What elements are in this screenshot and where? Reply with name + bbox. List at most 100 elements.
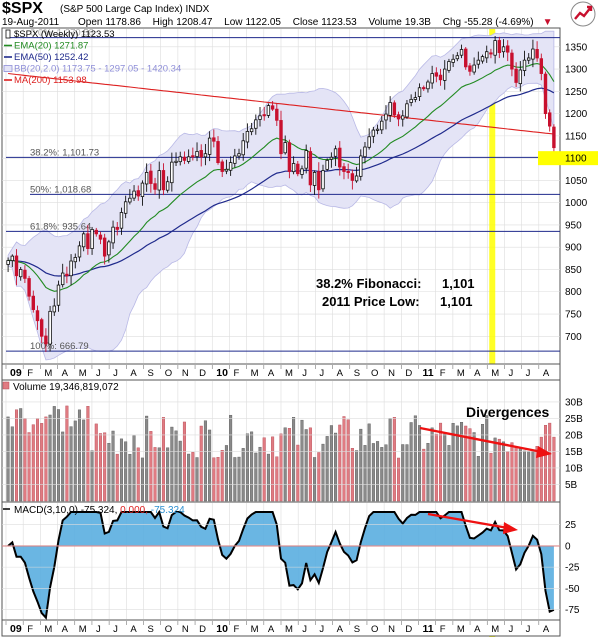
volume-bar — [535, 446, 539, 502]
volume-bar — [128, 453, 132, 502]
volume-bar — [455, 425, 459, 502]
candle-body — [380, 120, 384, 131]
candle-body — [98, 234, 103, 240]
volume-bar — [124, 441, 128, 502]
month-label: F — [440, 624, 446, 635]
month-axis-top: 09 F M A M J J A S O N D 10 F M A M J J A S O N D 11 F M A M J J A — [5, 365, 550, 379]
volume-bar — [283, 427, 287, 502]
candle-body — [132, 190, 136, 199]
candle-body — [115, 226, 119, 230]
candle-body — [535, 49, 539, 59]
candle-body — [27, 278, 31, 297]
month-label: M — [79, 624, 87, 635]
candle-body — [363, 146, 367, 158]
volume-tick-label: 20B — [565, 430, 583, 441]
month-label: A — [474, 368, 481, 379]
volume-bar — [380, 447, 384, 502]
volume-bar — [329, 425, 333, 502]
candle-body — [464, 48, 468, 68]
ema50-line — [8, 87, 555, 277]
stockcharts-logo-icon — [570, 1, 596, 27]
month-label: F — [233, 624, 239, 635]
volume-bar — [241, 448, 245, 502]
candle-body — [485, 51, 489, 59]
volume-bar — [229, 414, 233, 502]
volume-bar — [531, 450, 535, 502]
macd-tick-label: -25 — [565, 563, 580, 574]
volume-bar — [115, 453, 119, 502]
price-tick-label: 1000 — [565, 198, 588, 209]
candle-body — [455, 55, 460, 60]
candle-body — [342, 166, 346, 172]
month-label: D — [199, 368, 206, 379]
month-label: J — [508, 368, 513, 379]
legend-entry: EMA(20) 1271.87 — [14, 41, 88, 52]
volume-bar — [527, 451, 531, 502]
price-tick-label: 900 — [565, 243, 582, 254]
volume-bar — [233, 457, 237, 502]
candle-body — [14, 255, 19, 277]
volume-bar — [321, 443, 325, 502]
volume-bar — [199, 425, 203, 502]
candle-body — [543, 73, 548, 115]
month-label: S — [148, 368, 154, 379]
volume-bars — [6, 405, 556, 502]
annotation-fib-value: 1,101 — [442, 276, 475, 291]
volume-bar — [19, 408, 23, 502]
candle-body — [207, 137, 212, 155]
candle-body — [178, 156, 182, 163]
month-label: J — [526, 624, 531, 635]
macd-tick-label: -50 — [565, 584, 580, 595]
candle-body — [392, 102, 397, 116]
volume-bar — [262, 437, 266, 502]
month-label: A — [337, 624, 344, 635]
volume-bar — [392, 417, 396, 502]
candle-body — [165, 181, 170, 191]
volume-bar — [216, 457, 220, 502]
candle-body — [401, 115, 405, 120]
volume-bar — [422, 448, 426, 502]
volume-bar — [355, 450, 359, 502]
candle-body — [506, 45, 510, 53]
fib-label: 100%: 666.79 — [30, 341, 89, 352]
candle-body — [304, 150, 308, 169]
volume-bar — [195, 457, 199, 502]
candle-body — [514, 68, 518, 83]
macd-annotation: MACD(3,10,0) -75.324, 0.000, -75.324 — [3, 505, 518, 534]
volume-bar — [539, 436, 543, 502]
candle-body — [270, 105, 275, 110]
month-label: M — [285, 624, 293, 635]
volume-legend-icon — [2, 381, 10, 390]
volume-bar — [476, 456, 480, 502]
month-label: M — [285, 368, 293, 379]
volume-bar — [296, 444, 300, 502]
volume-bar — [61, 431, 65, 502]
macd-divergence-arrow — [427, 512, 509, 530]
candle-body — [258, 115, 262, 120]
volume-tick-label: 10B — [565, 463, 583, 474]
volume-axis: 30B 25B 20B 15B 10B 5B — [2, 397, 583, 491]
candle-body — [191, 155, 195, 158]
candle-body — [459, 49, 464, 56]
candle-body — [375, 128, 380, 131]
volume-bar — [31, 424, 35, 502]
volume-bar — [325, 436, 329, 502]
macd-panel-label: MACD(3,10,0) -75.324, 0.000, -75.324 — [14, 505, 185, 516]
candle-body — [228, 162, 233, 171]
volume-bar — [77, 409, 81, 502]
divergences-label: Divergences — [466, 404, 549, 420]
volume-bar — [468, 428, 472, 502]
volume-bar — [48, 414, 52, 502]
change-down-arrow-icon: ▼ — [542, 17, 553, 28]
volume-bar — [111, 430, 115, 502]
candle-body — [39, 319, 44, 337]
legend-entry: $SPX (Weekly) 1123.53 — [14, 29, 115, 40]
candle-body — [317, 171, 321, 191]
volume-bar — [451, 423, 455, 502]
month-label: O — [371, 624, 378, 635]
low-value: 1122.05 — [245, 17, 281, 28]
month-label: M — [457, 624, 465, 635]
candle-body — [476, 59, 481, 65]
price-candles — [6, 36, 556, 352]
